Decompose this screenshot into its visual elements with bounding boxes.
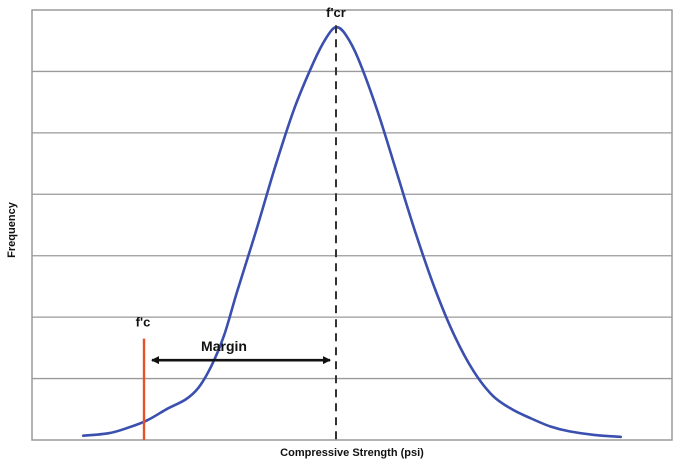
x-axis-label: Compressive Strength (psi) [280,447,424,459]
y-axis-label: Frequency [6,201,18,258]
margin-label: Margin [201,338,247,354]
fc-label: f'c [136,315,151,330]
plot-area [31,9,673,441]
plot-frame [31,9,673,441]
grid-lines [32,70,672,380]
fcr-label: f'cr [326,5,346,20]
